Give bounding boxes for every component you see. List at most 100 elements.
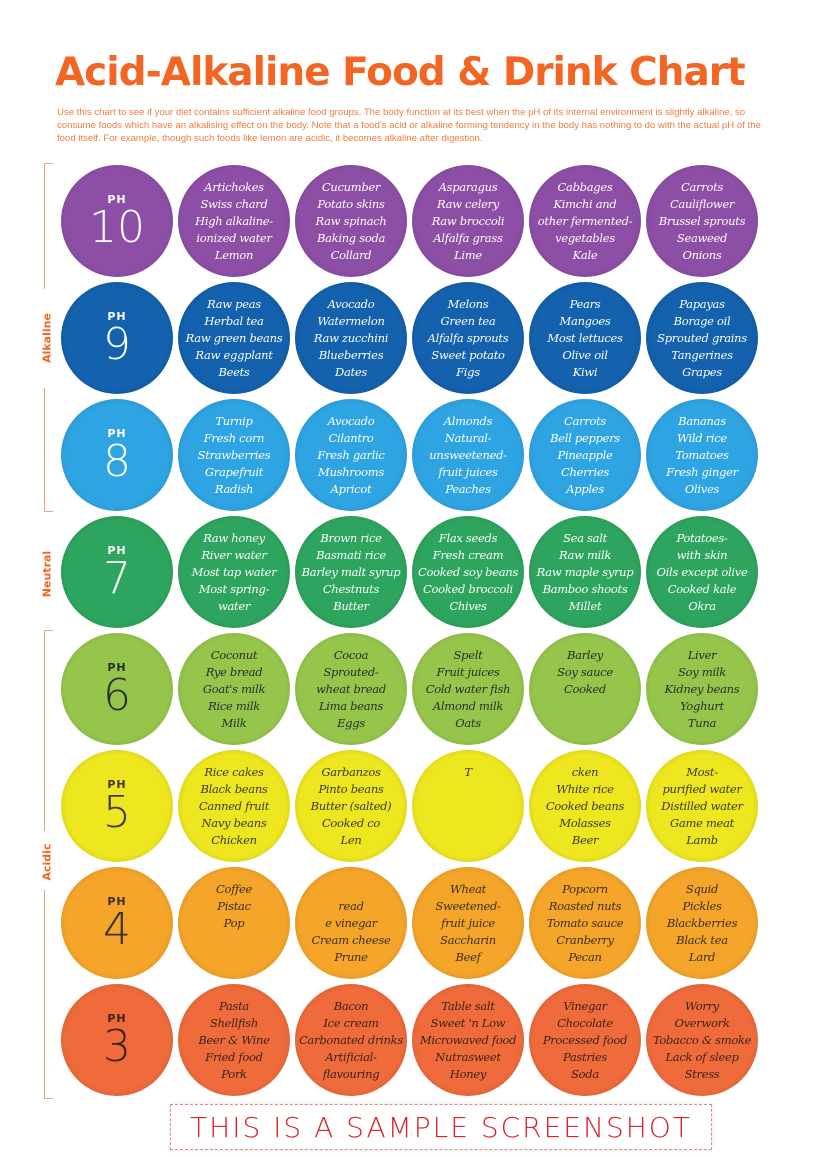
food-item: Rice cakes: [204, 764, 264, 779]
food-item: [583, 715, 586, 732]
food-item: Fried food: [205, 1049, 263, 1064]
food-item: Butter (salted): [310, 798, 392, 813]
food-item: Pears: [569, 296, 601, 311]
food-circle: Brown rice Basmati rice Barley malt syrup C…: [295, 516, 407, 628]
food-circle: Papayas Borage oil Sprouted grains Tangerin…: [646, 282, 758, 394]
food-item: Barley malt syrup: [301, 564, 401, 579]
food-item: Papayas: [679, 296, 725, 311]
ph-label: PH: [107, 660, 127, 674]
food-item: water: [217, 598, 251, 613]
food-item: Swiss chard: [200, 196, 268, 211]
food-circle: T: [412, 750, 524, 862]
food-circle: Barley Soy sauce Cooked: [529, 633, 641, 745]
food-item: Distilled water: [661, 798, 743, 813]
food-item: Lemon: [214, 247, 254, 262]
food-item: Mushrooms: [318, 464, 384, 479]
ph-label: PH: [107, 309, 127, 323]
food-item: Apricot: [330, 481, 372, 496]
food-item: Tobacco & smoke: [652, 1032, 752, 1047]
food-item: Navy beans: [201, 815, 267, 830]
food-item: Shellfish: [210, 1015, 258, 1030]
neutral-label: Neutral: [40, 550, 54, 598]
food-circle: Bananas Wild rice Tomatoes Fresh ginger Oliv…: [646, 399, 758, 511]
food-item: Cucumber: [321, 179, 381, 194]
food-item: Dates: [335, 364, 367, 379]
food-item: Okra: [688, 598, 716, 613]
food-item: Worry: [685, 998, 719, 1013]
food-item: Bacon: [333, 998, 369, 1013]
food-item: Cranberry: [556, 932, 614, 947]
food-circle: Artichokes Swiss chard High alkaline-ioniz…: [178, 165, 290, 277]
food-item: Pecan: [568, 949, 602, 964]
food-item: Spelt: [453, 647, 483, 662]
ph-label: PH: [107, 777, 127, 791]
food-item: Seaweed: [676, 230, 728, 245]
food-item: Pop: [223, 915, 245, 930]
food-item: Cream cheese: [311, 932, 391, 947]
food-item: T: [464, 764, 472, 779]
food-item: Mangoes: [559, 313, 611, 328]
food-item: [349, 881, 352, 898]
food-circle: Popcorn Roasted nuts Tomato sauce Cranberry…: [529, 867, 641, 979]
food-item: Eggs: [337, 715, 365, 730]
food-item: Bamboo shoots: [542, 581, 628, 596]
food-item: Squid: [685, 881, 719, 896]
food-item: Cocoa: [333, 647, 369, 662]
food-item: Brussel sprouts: [658, 213, 746, 228]
food-item: with skin: [676, 547, 728, 562]
ph-label: PH: [107, 192, 127, 206]
food-item: Beer & Wine: [198, 1032, 270, 1047]
food-item: purified water: [662, 781, 742, 796]
food-item: Wild rice: [677, 430, 727, 445]
food-item: Kiwi: [572, 364, 598, 379]
food-circle: cken White rice Cooked beans Molasses Beer: [529, 750, 641, 862]
food-item: Barley: [567, 647, 603, 662]
ph-label: PH: [107, 1011, 127, 1025]
food-item: Coffee: [215, 881, 253, 896]
food-item: Collard: [330, 247, 372, 262]
food-item: Lamb: [686, 832, 718, 847]
food-item: Raw celery: [436, 196, 499, 211]
food-item: Turnip: [215, 413, 253, 428]
food-item: Chocolate: [557, 1015, 613, 1030]
food-item: High alkaline-: [195, 213, 273, 228]
food-item: Fresh ginger: [666, 464, 738, 479]
food-item: Bananas: [678, 413, 726, 428]
food-item: Tomatoes: [675, 447, 729, 462]
food-circle: Carrots Bell peppers Pineapple Cherries Appl…: [529, 399, 641, 511]
food-circle: Cabbages Kimchi and other fermented-vegeta…: [529, 165, 641, 277]
food-item: Olive oil: [562, 347, 608, 362]
food-item: Yoghurt: [680, 698, 724, 713]
food-item: Butter: [333, 598, 369, 613]
food-item: Saccharin: [440, 932, 496, 947]
food-item: vegetables: [555, 230, 615, 245]
food-item: Cooked kale: [667, 581, 737, 596]
food-item: Pickles: [682, 898, 722, 913]
food-circle: Avocado Cilantro Fresh garlic Mushrooms Apri…: [295, 399, 407, 511]
food-circle: Liver Soy milk Kidney beans Yoghurt Tuna: [646, 633, 758, 745]
food-item: Game meat: [670, 815, 734, 830]
food-item: Rye bread: [205, 664, 263, 679]
food-item: Black beans: [200, 781, 268, 796]
food-item: Green tea: [440, 313, 496, 328]
food-circle: Flax seeds Fresh cream Cooked soy beans Coo…: [412, 516, 524, 628]
food-item: Fruit juices: [436, 664, 500, 679]
food-item: Most-: [686, 764, 718, 779]
food-item: Soy milk: [678, 664, 726, 679]
food-item: Table salt: [441, 998, 495, 1013]
food-circle: Vinegar Chocolate Processed food Pastries So…: [529, 984, 641, 1096]
food-item: Kidney beans: [664, 681, 740, 696]
food-item: Pasta: [219, 998, 249, 1013]
ph-circle: PH 6: [61, 633, 173, 745]
food-circle: Cucumber Potato skins Raw spinach Baking so…: [295, 165, 407, 277]
ph-value: 6: [103, 669, 131, 721]
food-item: Kimchi and: [553, 196, 617, 211]
acidic-bracket-bottom: [44, 890, 53, 1099]
alkaline-label: Alkaline: [40, 313, 54, 363]
food-item: Carrots: [681, 179, 723, 194]
food-circle: Potatoes-with skin Oils except olive Cooke…: [646, 516, 758, 628]
ph-value: 9: [103, 318, 131, 370]
food-item: Carrots: [564, 413, 606, 428]
food-item: Prune: [334, 949, 368, 964]
food-item: Garbanzos: [321, 764, 381, 779]
